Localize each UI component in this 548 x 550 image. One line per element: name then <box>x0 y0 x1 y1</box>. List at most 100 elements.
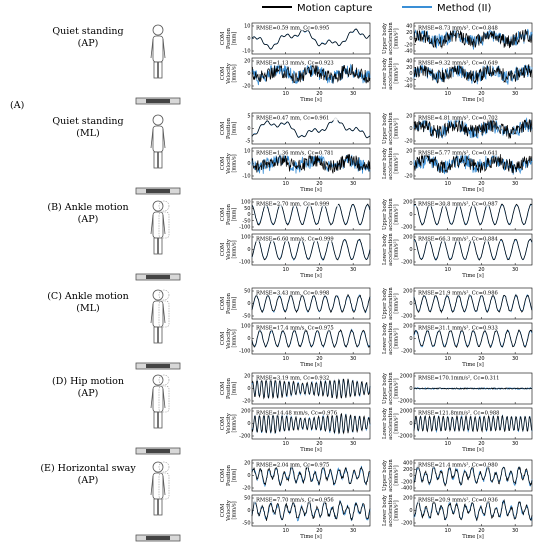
row-a-ml-com-velocity-annotation: RMSE=1.36 mm/s, Cc=0.781 <box>256 151 334 157</box>
row-e-com-velocity-series-motion-capture <box>251 499 371 521</box>
row-d-lower-accel-annotation-bg <box>416 409 500 416</box>
row-e-upper-accel-ytick-label: 400 <box>403 461 413 467</box>
row-a-ml-upper-accel-ytick-label: 20 <box>406 114 412 120</box>
row-a-ml-upper-accel-ytick-label: 0 <box>409 126 412 132</box>
legend-motion-capture-label: Motion capture <box>297 3 372 14</box>
row-c-upper-accel-annotation: RMSE=21.9 mm/s², Cc=0.986 <box>418 291 498 297</box>
row-d-com-velocity-annotation-bg <box>254 409 338 416</box>
row-d-com-position-annotation: RMSE=3.19 mm, Cc=0.932 <box>256 376 329 382</box>
row-e-com-position-ylabel: COM <box>220 468 226 482</box>
row-a-ml-lower-accel-xtick-label: 20 <box>478 181 484 187</box>
row-e-com-position-series-motion-capture <box>251 464 371 487</box>
row-d-upper-accel-series-method-ii <box>413 386 533 391</box>
row-a-ml-com-velocity-xtick-label: 30 <box>350 181 356 187</box>
row-a-ml-com-position-annotation: RMSE=0.47 mm, Cc=0.961 <box>256 116 329 122</box>
row-e-com-velocity-ytick-label: 0 <box>247 508 250 514</box>
row-e-lower-accel-annotation: RMSE=20.9 mm/s², Cc=0.936 <box>418 498 498 504</box>
row-e-lower-accel-ylabel: Lower body <box>382 495 388 526</box>
row-b-upper-accel-ytick-label: -200 <box>401 225 412 231</box>
row-c-upper-accel-ytick-label: 200 <box>403 289 413 295</box>
row-d-lower-accel-ylabel: [mm/s²] <box>394 413 400 433</box>
row-title-line: (ML) <box>76 128 99 139</box>
foot-pad-icon <box>146 364 170 368</box>
row-c-com-position-annotation-bg <box>254 289 338 296</box>
row-b-lower-accel-xtick-label: 30 <box>512 267 518 273</box>
head-icon <box>152 114 164 126</box>
sway-ghost-torso-icon <box>158 385 170 413</box>
row-c-com-position-ylabel: [mm] <box>232 297 238 311</box>
left-arm-icon <box>150 38 154 59</box>
row-a-ml-com-velocity-ytick-label: -10 <box>242 174 250 180</box>
row-d-lower-accel-ytick-label: 0 <box>409 421 412 427</box>
sway-ghost-head-icon <box>158 461 170 473</box>
row-b-lower-accel-annotation: RMSE=66.3 mm/s², Cc=0.884 <box>418 237 499 243</box>
row-e-com-velocity-ylabel: [mm/s] <box>232 501 238 519</box>
row-a-ap-com-position-annotation-bg <box>254 24 338 31</box>
row-a-ml-upper-accel-annotation: RMSE=4.81 mm/s², Cc=0.702 <box>418 116 498 122</box>
right-leg-icon <box>158 498 163 516</box>
row-a-ap-lower-accel-ytick-label: -40 <box>404 84 412 90</box>
row-title-line: (AP) <box>78 38 99 49</box>
row-c-com-velocity-xtick-label: 10 <box>283 356 289 362</box>
row-a-ml-com-position-series-motion-capture <box>251 117 371 139</box>
left-leg-icon <box>153 326 158 344</box>
head-icon <box>152 200 164 212</box>
row-a-ap-com-position-ylabel: [mm] <box>232 32 238 46</box>
row-a-ml-com-velocity-ylabel: Velocity <box>226 153 232 175</box>
row-b-xlabel-left: Time [s] <box>300 273 321 279</box>
row-a-ap-upper-accel-series-motion-capture <box>413 28 533 49</box>
row-c-xlabel-right: Time [s] <box>462 362 483 368</box>
right-leg-icon <box>158 326 163 344</box>
row-a-ml-com-velocity-xtick-label: 20 <box>316 181 322 187</box>
head-icon <box>152 461 164 473</box>
row-a-ap-lower-accel-annotation-bg <box>416 59 500 66</box>
row-d-com-velocity-xtick-label: 20 <box>316 441 322 447</box>
row-b-lower-accel-xtick-label: 20 <box>478 267 484 273</box>
row-b-upper-accel-annotation-bg <box>416 200 500 207</box>
row-b-com-position-ytick-label: 0 <box>247 212 250 218</box>
foot-pad-icon <box>146 449 170 453</box>
row-e-com-velocity-ylabel: Velocity <box>226 500 232 522</box>
row-e-upper-accel-series-motion-capture <box>413 465 533 487</box>
row-d-com-position-ylabel: [mm] <box>232 382 238 396</box>
row-a-ap-com-velocity-xtick-label: 30 <box>350 91 356 97</box>
row-c-upper-accel-ylabel: [mm/s²] <box>394 293 400 313</box>
row-e-com-velocity-ylabel: COM <box>220 503 226 517</box>
row-c-lower-accel-ylabel: [mm/s²] <box>394 328 400 348</box>
row-d-upper-accel-ytick-label: -2000 <box>398 399 413 405</box>
row-c-com-velocity-ylabel: COM <box>220 331 226 345</box>
row-c-com-velocity-ylabel: Velocity <box>226 328 232 350</box>
row-c-lower-accel-xtick-label: 10 <box>445 356 451 362</box>
row-b-com-position-ylabel: COM <box>220 207 226 221</box>
torso-icon <box>152 211 164 239</box>
row-a-ml-upper-accel-annotation-bg <box>416 114 500 121</box>
row-d-com-position-series-motion-capture <box>251 378 371 400</box>
row-a-ml-lower-accel-ylabel: acceleration <box>388 147 394 180</box>
row-e-lower-accel-annotation-bg <box>416 496 500 503</box>
left-arm-icon <box>150 214 154 235</box>
sway-ghost-torso-icon <box>158 211 170 239</box>
row-c-lower-accel-xtick-label: 20 <box>478 356 484 362</box>
row-b-com-velocity-ylabel: [mm/s] <box>232 240 238 258</box>
row-b-com-velocity-xtick-label: 30 <box>350 267 356 273</box>
row-a-ap-lower-accel-series-motion-capture <box>413 63 533 84</box>
row-a-ap-com-velocity-ytick-label: -20 <box>242 84 250 90</box>
row-b-com-position-ylabel: Position <box>226 203 232 225</box>
row-a-ap-com-position-ytick-label: -10 <box>242 49 250 55</box>
row-b-lower-accel-ylabel: acceleration <box>388 233 394 266</box>
row-a-ml-lower-accel-ylabel: Lower body <box>382 148 388 179</box>
row-d-com-position-ylabel: COM <box>220 381 226 395</box>
row-a-ml-lower-accel-ylabel: [mm/s²] <box>394 153 400 173</box>
right-arm-icon <box>162 303 166 324</box>
row-a-ap-xlabel-right: Time [s] <box>462 97 483 103</box>
row-b-lower-accel-xtick-label: 10 <box>445 267 451 273</box>
row-c-upper-accel-ytick-label: 0 <box>409 301 412 307</box>
row-e-lower-accel-series-motion-capture <box>413 498 533 521</box>
row-c-com-position-ylabel: Position <box>226 292 232 314</box>
row-a-ml-lower-accel-annotation-bg <box>416 149 500 156</box>
row-a-ml-com-position-ylabel: [mm] <box>232 122 238 136</box>
row-d-com-velocity-ylabel: Velocity <box>226 413 232 435</box>
torso-icon <box>152 125 164 153</box>
row-a-ap-com-position-annotation: RMSE=0.59 mm, Cc=0.995 <box>256 26 329 32</box>
